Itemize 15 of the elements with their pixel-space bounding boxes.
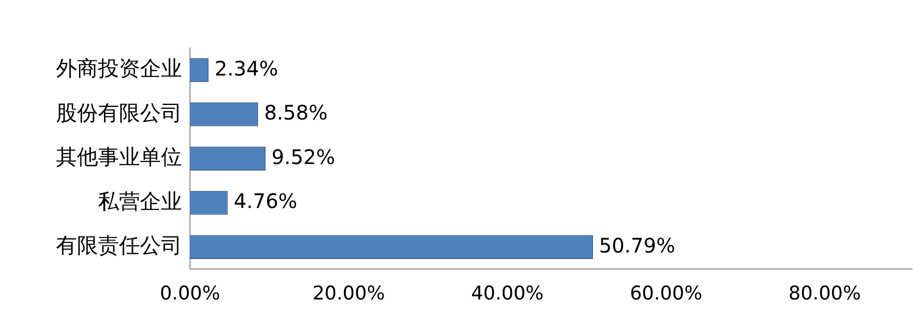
y-tick-label: 股份有限公司 xyxy=(56,100,182,125)
x-tick-label: 60.00% xyxy=(630,282,702,305)
y-tick-label: 外商投资企业 xyxy=(56,56,182,81)
data-label: 8.58% xyxy=(264,100,328,125)
data-label: 4.76% xyxy=(234,189,298,214)
data-label: 2.34% xyxy=(214,56,278,80)
x-tick-label: 80.00% xyxy=(788,282,861,305)
x-tick-label: 40.00% xyxy=(471,282,544,305)
y-tick-label: 私营企业 xyxy=(98,189,182,214)
data-label: 9.52% xyxy=(272,144,336,169)
y-tick-label: 其他事业单位 xyxy=(56,145,182,170)
x-tick-label: 0.00% xyxy=(160,282,220,305)
data-label: 50.79% xyxy=(598,233,676,258)
y-tick-label: 有限责任公司 xyxy=(56,234,182,258)
x-tick-label: 20.00% xyxy=(312,282,385,305)
